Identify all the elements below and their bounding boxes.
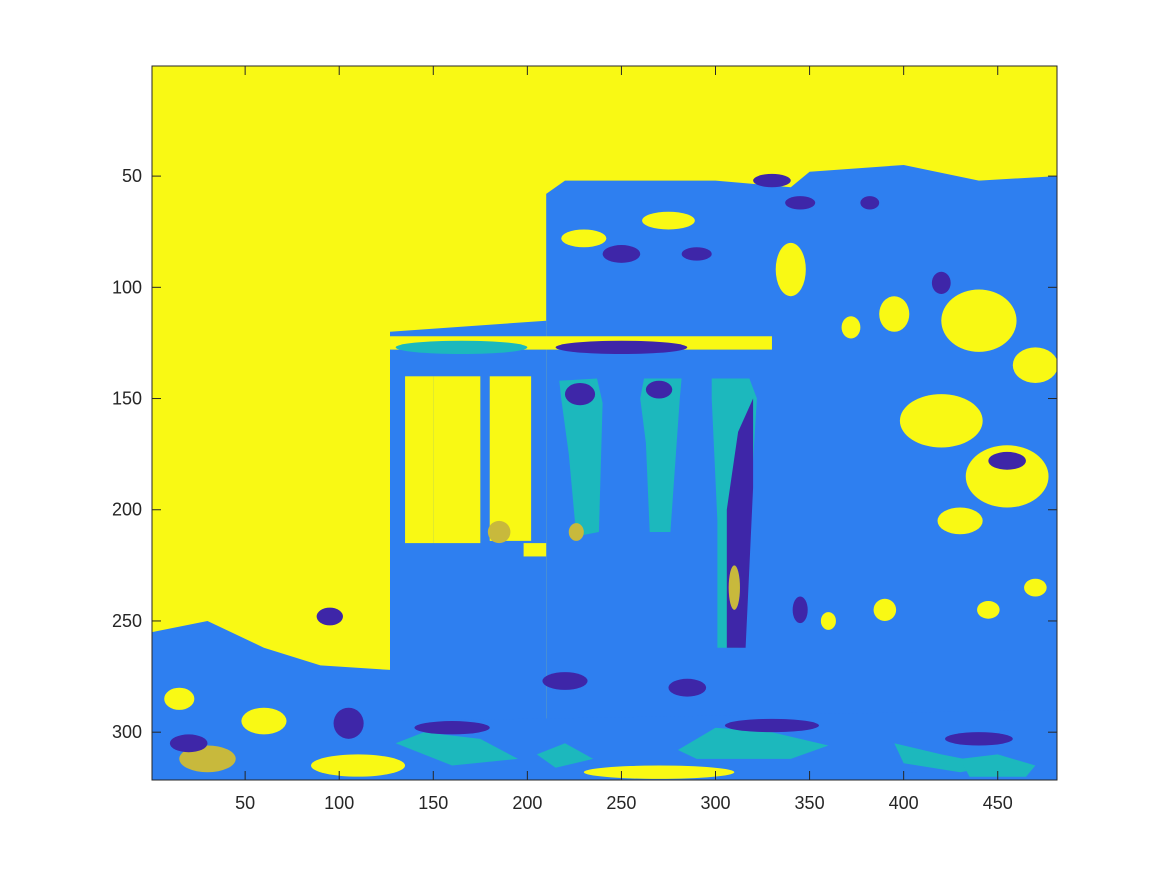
wall-patch (775, 242, 806, 297)
dark-speckle (988, 451, 1026, 470)
wall-patch (841, 316, 861, 339)
x-tick-label: 350 (795, 793, 825, 813)
axes-box (151, 65, 1058, 781)
y-tick-label: 100 (112, 277, 142, 297)
upper-building-region (546, 165, 1057, 780)
wall-patch (965, 445, 1049, 508)
dark-speckle (931, 271, 951, 294)
y-tick-label: 200 (112, 500, 142, 520)
wall-patch (1024, 578, 1047, 597)
y-tick-label: 250 (112, 611, 142, 631)
x-tick-label: 400 (889, 793, 919, 813)
plot-area (152, 66, 1057, 780)
wall-patch (1012, 347, 1057, 383)
dark-speckle (542, 672, 588, 690)
ground-yellow (241, 707, 287, 735)
caryatid-5-ochre (728, 565, 740, 610)
opening-left (405, 376, 434, 544)
dark-speckle (785, 196, 816, 210)
ground-dark (945, 732, 1013, 746)
ground-dark (414, 721, 490, 735)
x-tick-label: 150 (418, 793, 448, 813)
head-dark (564, 382, 596, 406)
ground-dark (724, 718, 819, 733)
dark-speckle (602, 245, 641, 263)
caryatid-2 (489, 376, 532, 541)
ground-left-region (152, 621, 390, 780)
wall-patch (642, 211, 695, 230)
x-tick-label: 200 (512, 793, 542, 813)
ground-yellow (583, 765, 735, 779)
ground-dark (169, 734, 208, 753)
x-tick-label: 100 (324, 793, 354, 813)
x-tick-label: 250 (606, 793, 636, 813)
opening-base (523, 543, 547, 557)
ground-teal (677, 727, 829, 759)
wall-patch (873, 598, 897, 621)
ground-yellow (310, 754, 406, 777)
ground-teal (960, 754, 1036, 777)
dark-speckle (681, 247, 712, 261)
caryatid-2-base (487, 520, 511, 544)
x-axis: 50 100 150 200 250 300 350 400 450 (235, 66, 1013, 813)
dark-speckle (316, 607, 343, 626)
caryatid-1 (433, 376, 481, 544)
wall-patch (937, 507, 983, 535)
wall-patch (561, 229, 607, 248)
x-tick-label: 300 (700, 793, 730, 813)
ground-yellow (164, 687, 195, 710)
caryatid-3-base (568, 523, 584, 541)
wall-patch (941, 289, 1017, 352)
ground-ochre (179, 745, 236, 773)
x-tick-label: 50 (235, 793, 255, 813)
entablature-dark (555, 340, 688, 355)
caryatid-4 (640, 378, 682, 532)
caryatid-3 (559, 378, 603, 537)
y-tick-label: 150 (112, 389, 142, 409)
head-dark (645, 380, 673, 399)
ground-teal (395, 732, 518, 766)
dark-speckle (792, 596, 808, 624)
dark-speckle (333, 707, 364, 739)
y-tick-label: 300 (112, 722, 142, 742)
dark-speckle (753, 173, 791, 188)
y-tick-label: 50 (122, 166, 142, 186)
dark-speckle (668, 678, 707, 697)
wall-patch (977, 600, 1000, 619)
y-axis: 50 100 150 200 250 300 (112, 166, 1057, 742)
wall-patch (879, 296, 910, 332)
ground-teal (536, 743, 594, 768)
wall-patch (899, 394, 983, 448)
dark-speckle (860, 196, 880, 210)
wall-patch (820, 612, 836, 630)
x-tick-label: 450 (983, 793, 1013, 813)
entablature-teal (395, 340, 528, 355)
